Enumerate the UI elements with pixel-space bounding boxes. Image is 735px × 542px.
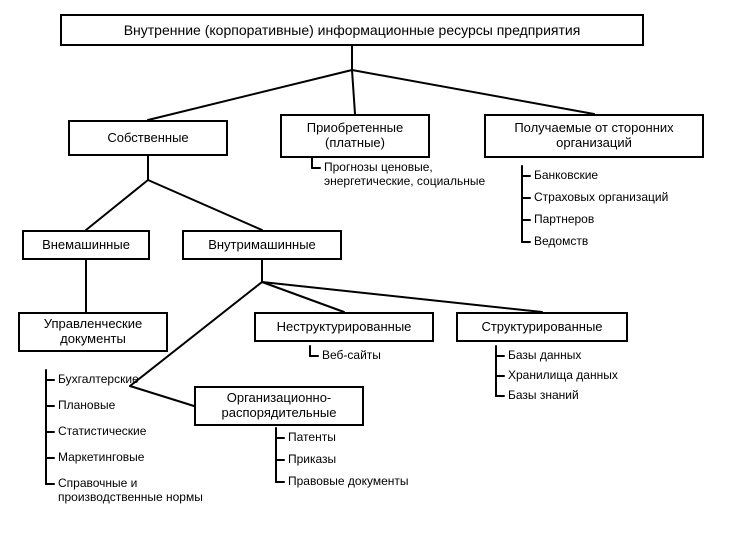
leaf-mgmt_items-3: Маркетинговые — [58, 451, 228, 465]
node-unstruct: Неструктурированные — [254, 312, 434, 342]
leaf-org_items-2: Правовые документы — [288, 475, 409, 489]
leaf-mgmt_items-2: Статистические — [58, 425, 228, 439]
leaf-struct_items-1: Хранилища данных — [508, 369, 618, 383]
leaf-struct_items-2: Базы знаний — [508, 389, 579, 403]
diagram-canvas: Внутренние (корпоративные) информационны… — [0, 0, 735, 542]
node-struct: Структурированные — [456, 312, 628, 342]
leaf-org_items-0: Патенты — [288, 431, 336, 445]
leaf-unstruct_items-0: Веб-сайты — [322, 349, 381, 363]
leaf-ext_items-0: Банковские — [534, 169, 598, 183]
leaf-struct_items-0: Базы данных — [508, 349, 581, 363]
leaf-ext_items-3: Ведомств — [534, 235, 588, 249]
node-paid: Приобретенные (платные) — [280, 114, 430, 158]
leaf-paid_items-0: Прогнозы ценовые, энергетические, социал… — [324, 161, 494, 189]
node-own: Собственные — [68, 120, 228, 156]
node-inmachine: Внутримашинные — [182, 230, 342, 260]
node-ext: Получаемые от сторонних организаций — [484, 114, 704, 158]
leaf-ext_items-1: Страховых организаций — [534, 191, 668, 205]
node-mgmt: Управленческие документы — [18, 312, 168, 352]
node-outmachine: Внемашинные — [22, 230, 150, 260]
leaf-mgmt_items-0: Бухгалтерские — [58, 373, 228, 387]
leaf-mgmt_items-1: Плановые — [58, 399, 228, 413]
leaf-org_items-1: Приказы — [288, 453, 336, 467]
leaf-mgmt_items-4: Справочные и производственные нормы — [58, 477, 228, 505]
leaf-ext_items-2: Партнеров — [534, 213, 594, 227]
node-root: Внутренние (корпоративные) информационны… — [60, 14, 644, 46]
